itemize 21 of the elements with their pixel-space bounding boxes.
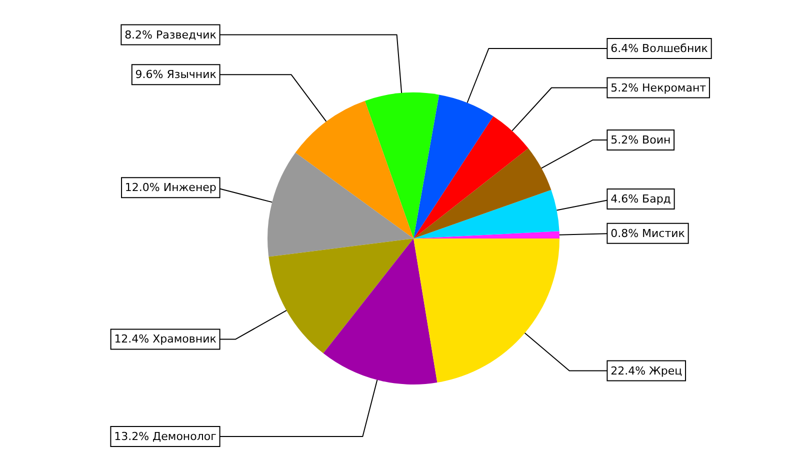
slice-label: 4.6% Бард	[610, 192, 672, 206]
pie-slice	[323, 238, 438, 384]
pie-slice	[414, 116, 528, 238]
slice-label: 8.2% Разведчик	[124, 28, 217, 42]
pie-slice	[414, 238, 560, 383]
slice-label: 5.2% Некромант	[610, 81, 707, 94]
pie-slice	[414, 190, 560, 238]
pie-slice	[295, 100, 414, 238]
slice-label: 12.0% Инженер	[124, 181, 216, 194]
pie-slice	[364, 92, 440, 238]
slice-label: 13.2% Демонолог	[114, 430, 217, 443]
pie-slice	[414, 94, 494, 238]
slice-label: 22.4% Жрец	[610, 364, 682, 378]
slice-label: 6.4% Волшебник	[610, 42, 708, 55]
slice-label: 9.6% Язычник	[135, 68, 217, 82]
slice-label: 5.2% Воин	[610, 134, 671, 147]
slice-label: 0.8% Мистик	[610, 226, 686, 240]
pie-slice	[414, 148, 552, 238]
slice-label: 12.4% Храмовник	[114, 332, 217, 346]
pie-slice	[268, 238, 414, 354]
pie-slice	[268, 152, 414, 257]
